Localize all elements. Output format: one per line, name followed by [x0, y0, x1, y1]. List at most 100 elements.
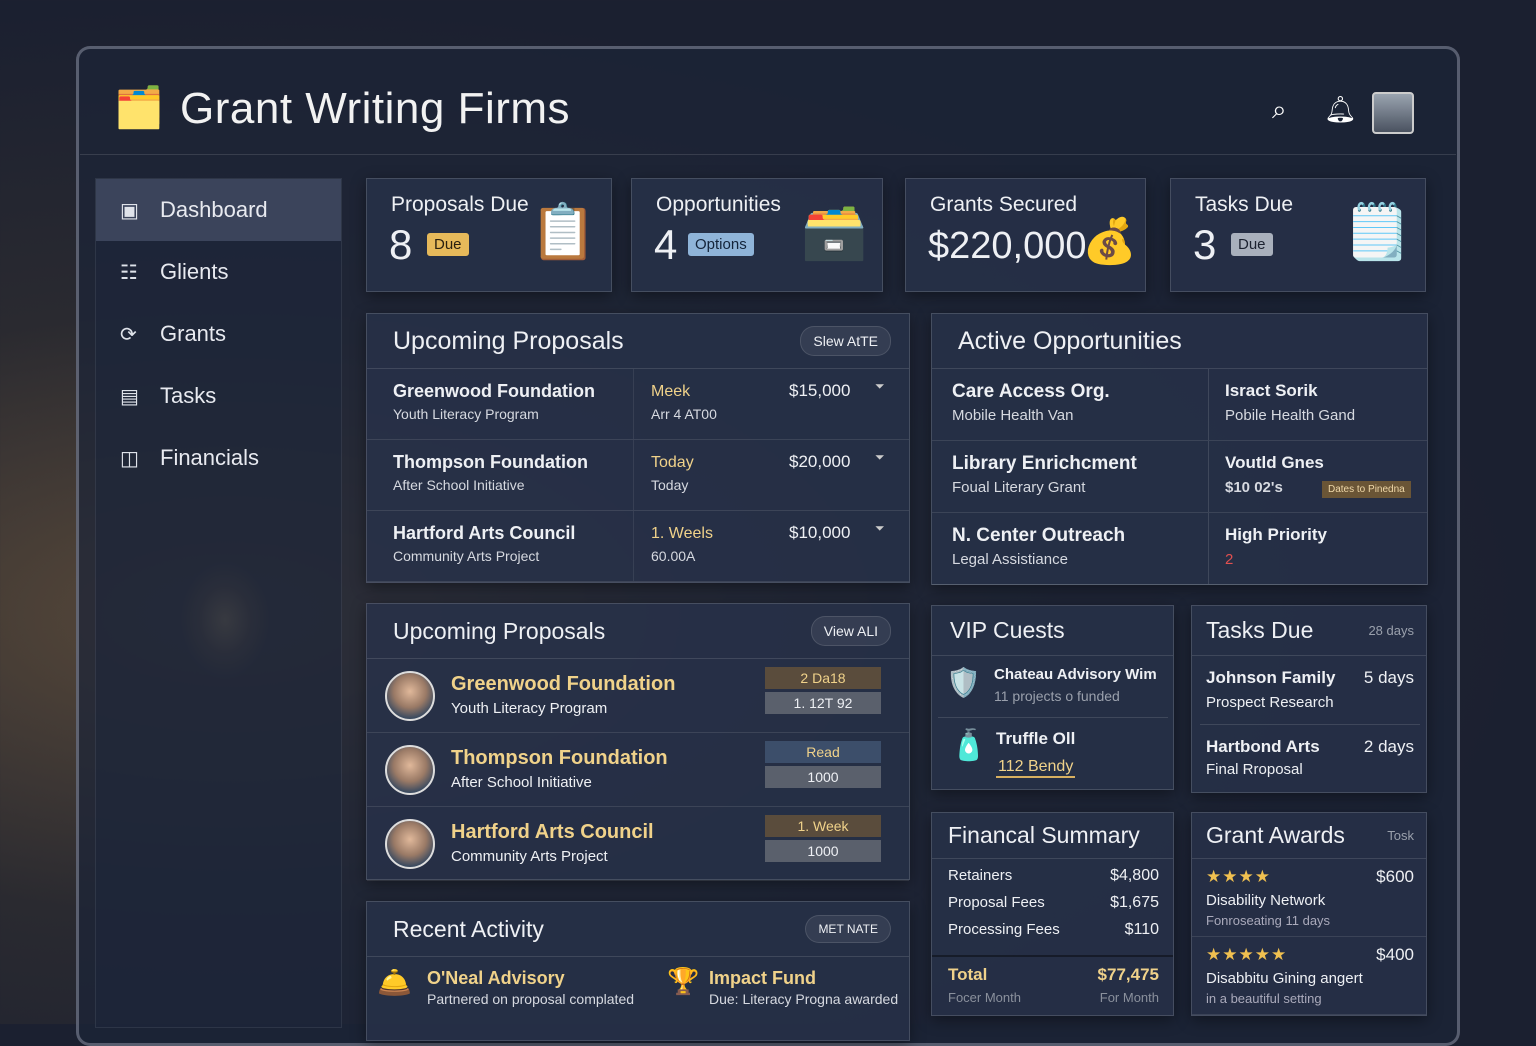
- task-name[interactable]: Johnson Family: [1206, 668, 1336, 687]
- opportunity-name[interactable]: N. Center Outreach: [952, 525, 1126, 546]
- activity-name[interactable]: O'Neal Advisory: [427, 968, 565, 988]
- chevron-down-icon[interactable]: ⏷: [875, 379, 885, 393]
- proposal-name[interactable]: Hartford Arts Council: [451, 821, 654, 843]
- star-rating: ★★★★: [1206, 867, 1271, 886]
- page-title: Grant Writing Firms: [180, 84, 571, 133]
- tasks-meta: 28 days: [1368, 623, 1414, 638]
- proposal-due: Today: [651, 454, 694, 471]
- panel-title: Upcoming Proposals: [393, 326, 624, 355]
- award-row[interactable]: ★★★★ $600 Disability Network Fonroseating 1…: [1192, 859, 1426, 937]
- stat-label: Proposals Due: [391, 193, 529, 216]
- opportunity-name-2[interactable]: High Priority: [1225, 525, 1328, 544]
- table-row[interactable]: Thompson Foundation After School Initiati…: [367, 733, 909, 807]
- opportunity-row[interactable]: Library Enrichcment Foual Literary Grant V…: [932, 441, 1427, 513]
- upcoming-proposals-list-panel: Upcoming Proposals View ALI Greenwood Fou…: [366, 603, 910, 881]
- activity-name[interactable]: Impact Fund: [709, 968, 816, 988]
- bell-icon[interactable]: 🔔︎: [1324, 94, 1358, 124]
- stat-label: Tasks Due: [1195, 193, 1294, 216]
- panel-title: VIP Cuests: [950, 617, 1065, 643]
- panel-title: Upcoming Proposals: [393, 617, 606, 644]
- award-row[interactable]: ★★★★★ $400 Disabbitu Gining angert in a bea…: [1192, 937, 1426, 1015]
- proposal-name[interactable]: Greenwood Foundation: [393, 381, 595, 401]
- vip-name[interactable]: Truffle Oll: [996, 729, 1076, 748]
- table-row[interactable]: Hartford Arts Council Community Arts Proj…: [367, 807, 909, 881]
- opportunity-row[interactable]: N. Center Outreach Legal Assistiance High …: [932, 513, 1427, 585]
- sidebar-item-financials[interactable]: ◫ Financials: [96, 427, 341, 489]
- opportunity-desc: Mobile Health Van: [952, 407, 1074, 424]
- award-desc: in a beautiful setting: [1206, 991, 1322, 1006]
- stat-card-opportunities[interactable]: Opportunities 4 Options 🗃️: [631, 178, 883, 292]
- panel-title: Active Opportunities: [958, 326, 1182, 355]
- opportunity-row[interactable]: Care Access Org. Mobile Health Van Isract …: [932, 369, 1427, 441]
- sidebar-item-clients[interactable]: ☷ Glients: [96, 241, 341, 303]
- financial-label: Proposal Fees: [948, 894, 1045, 911]
- opportunity-desc: Legal Assistiance: [952, 551, 1068, 568]
- sidebar-item-grants[interactable]: ⟳ Grants: [96, 303, 341, 365]
- stat-value: 3: [1193, 221, 1217, 268]
- divider: [1208, 369, 1209, 440]
- sidebar-item-label: Glients: [160, 259, 229, 284]
- proposal-name[interactable]: Hartford Arts Council: [393, 523, 576, 543]
- financial-value: $4,800: [1110, 867, 1159, 884]
- stat-value: 8: [389, 221, 413, 268]
- divider: [633, 511, 634, 581]
- panel-title: Financal Summary: [948, 822, 1140, 848]
- notepad-icon: 🗒️: [1343, 202, 1411, 262]
- stat-badge: Due: [427, 233, 469, 256]
- table-row[interactable]: Greenwood Foundation Youth Literacy Progr…: [367, 659, 909, 733]
- proposal-due-date: Arr 4 AT00: [651, 406, 717, 422]
- vip-panel: VIP Cuests 🛡️ Chateau Advisory Wim 11 pr…: [931, 605, 1174, 790]
- chevron-down-icon[interactable]: ⏷: [875, 450, 885, 464]
- opportunity-name-2[interactable]: Isract Sorik: [1225, 381, 1318, 400]
- table-row[interactable]: Hartford Arts Council Community Arts Proj…: [367, 511, 909, 582]
- table-row[interactable]: Greenwood Foundation Youth Literacy Progr…: [367, 369, 909, 440]
- activity-desc: Due: Literacy Progna awarded: [709, 991, 899, 1007]
- task-desc: Final Rroposal: [1206, 761, 1303, 778]
- award-name[interactable]: Disability Network: [1206, 892, 1326, 909]
- chevron-down-icon[interactable]: ⏷: [875, 521, 885, 535]
- opportunity-name[interactable]: Library Enrichcment: [952, 453, 1137, 474]
- vip-desc: 112 Bendy: [996, 758, 1076, 778]
- search-icon[interactable]: ⌕: [1272, 94, 1287, 124]
- financial-value: $1,675: [1110, 894, 1159, 911]
- stat-card-tasks[interactable]: Tasks Due 3 Due 🗒️: [1170, 178, 1426, 292]
- stat-card-proposals[interactable]: Proposals Due 8 Due 📋: [366, 178, 612, 292]
- activity-desc: Partnered on proposal complated: [427, 991, 635, 1007]
- vip-name[interactable]: Chateau Advisory Wim: [994, 666, 1157, 683]
- bottle-icon: 🧴: [950, 729, 988, 762]
- shield-crest-icon: 🛡️: [946, 667, 981, 698]
- amount-tag: 1000: [765, 766, 881, 788]
- avatar: [385, 819, 435, 869]
- active-opportunities-panel: Active Opportunities Care Access Org. Mob…: [931, 313, 1428, 585]
- stat-card-grants[interactable]: Grants Secured $220,000 💰: [905, 178, 1146, 292]
- task-name[interactable]: Hartbond Arts: [1206, 737, 1320, 756]
- tasks-icon: ▤: [120, 385, 139, 408]
- proposal-name[interactable]: Greenwood Foundation: [451, 673, 676, 695]
- divider: [1208, 441, 1209, 512]
- sidebar-item-label: Dashboard: [160, 197, 268, 222]
- sidebar-item-dashboard[interactable]: ▣ Dashboard: [96, 179, 341, 241]
- tasks-due-panel: Tasks Due 28 days Johnson Family 5 days P…: [1191, 605, 1427, 793]
- sidebar-item-label: Grants: [160, 321, 227, 346]
- proposal-name[interactable]: Thompson Foundation: [393, 452, 588, 472]
- table-row[interactable]: Thompson Foundation After School Initiati…: [367, 440, 909, 511]
- total-value: $77,475: [1097, 965, 1159, 984]
- opportunity-desc-2: 2: [1225, 551, 1234, 568]
- proposal-amount: $15,000: [789, 381, 851, 400]
- upcoming-proposals-panel: Upcoming Proposals Slew AtTE Greenwood Fo…: [366, 313, 910, 583]
- financials-icon: ◫: [120, 447, 139, 470]
- clipboard-icon: 🗃️: [800, 202, 868, 262]
- award-name[interactable]: Disabbitu Gining angert: [1206, 970, 1363, 987]
- opportunity-name[interactable]: Care Access Org.: [952, 381, 1110, 402]
- more-button[interactable]: MET NATE: [805, 915, 891, 943]
- opportunity-name-2[interactable]: Voutld Gnes: [1225, 453, 1324, 472]
- view-all-button[interactable]: Slew AtTE: [800, 326, 891, 356]
- financial-value: $110: [1124, 921, 1159, 938]
- divider: [1208, 513, 1209, 584]
- view-all-button[interactable]: View ALI: [810, 616, 891, 646]
- opportunity-desc-2: $10 02's: [1225, 479, 1283, 496]
- user-avatar[interactable]: [1372, 92, 1414, 134]
- proposal-name[interactable]: Thompson Foundation: [451, 747, 668, 769]
- sidebar-item-tasks[interactable]: ▤ Tasks: [96, 365, 341, 427]
- amount-tag: 1000: [765, 840, 881, 862]
